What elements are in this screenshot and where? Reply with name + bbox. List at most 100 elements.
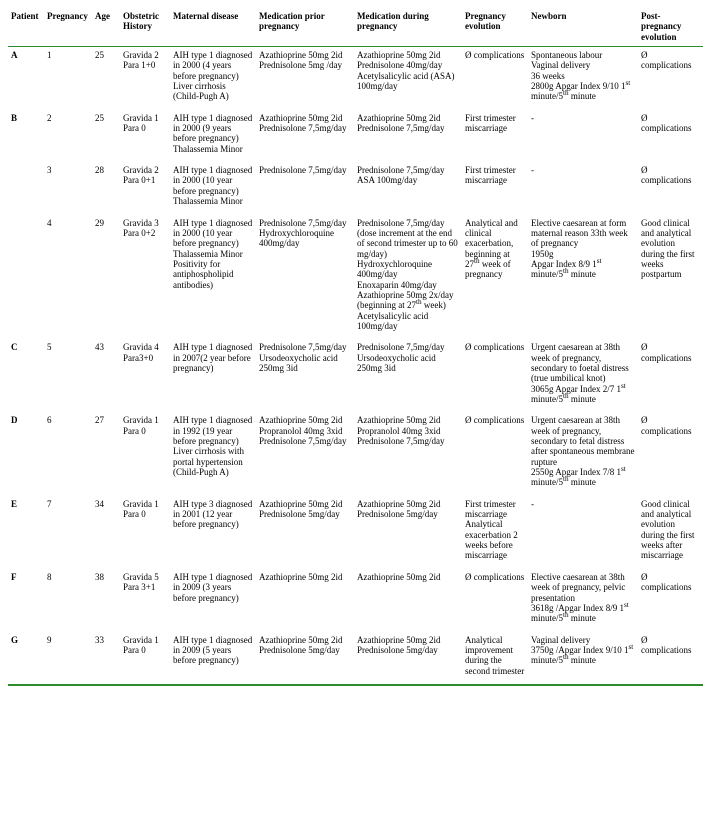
- cell-pregnancy: 5: [44, 339, 92, 412]
- cell-newborn: Vaginal delivery3750g /Apgar Index 9/10 …: [528, 632, 638, 685]
- cell-maternal: AIH type 1 diagnosed in 1992 (19 year be…: [170, 412, 256, 495]
- table-row: 429Gravida 3Para 0+2AIH type 1 diagnosed…: [8, 215, 703, 340]
- table-row: B225Gravida 1Para 0AIH type 1 diagnosed …: [8, 110, 703, 162]
- cell-post: Good clinical and analytical evolution d…: [638, 215, 703, 340]
- table-row: 328Gravida 2Para 0+1AIH type 1 diagnosed…: [8, 162, 703, 214]
- cell-evolution: Analytical and clinical exacerbation, be…: [462, 215, 528, 340]
- cell-evolution: Ø complications: [462, 569, 528, 632]
- cell-patient: B: [8, 110, 44, 162]
- col-during: Medication during pregnancy: [354, 8, 462, 47]
- cell-maternal: AIH type 1 diagnosed in 2000 (10 year be…: [170, 215, 256, 340]
- cell-obstetric: Gravida 2Para 0+1: [120, 162, 170, 214]
- cell-during: Azathioprine 50mg 2idPrednisolone 5mg/da…: [354, 632, 462, 685]
- cell-post: Ø complications: [638, 110, 703, 162]
- cell-during: Azathioprine 50mg 2idPrednisolone 5mg/da…: [354, 496, 462, 569]
- cell-age: 28: [92, 162, 120, 214]
- cell-newborn: Urgent caesarean at 38th week of pregnan…: [528, 412, 638, 495]
- cell-during: Azathioprine 50mg 2idPropranolol 40mg 3x…: [354, 412, 462, 495]
- cell-obstetric: Gravida 1Para 0: [120, 110, 170, 162]
- cell-post: Good clinical and analytical evolution d…: [638, 496, 703, 569]
- col-obstetric: Obstetric History: [120, 8, 170, 47]
- cell-evolution: Analytical improvement during the second…: [462, 632, 528, 685]
- header-row: Patient Pregnancy Age Obstetric History …: [8, 8, 703, 47]
- cell-maternal: AIH type 1 diagnosed in 2009 (3 years be…: [170, 569, 256, 632]
- col-maternal: Maternal disease: [170, 8, 256, 47]
- table-row: D627Gravida 1Para 0AIH type 1 diagnosed …: [8, 412, 703, 495]
- table-row: A125Gravida 2Para 1+0AIH type 1 diagnose…: [8, 47, 703, 110]
- col-pregnancy: Pregnancy: [44, 8, 92, 47]
- col-prior: Medication prior pregnancy: [256, 8, 354, 47]
- cell-newborn: Urgent caesarean at 38th week of pregnan…: [528, 339, 638, 412]
- cell-age: 29: [92, 215, 120, 340]
- cell-age: 25: [92, 110, 120, 162]
- table-row: F838Gravida 5Para 3+1AIH type 1 diagnose…: [8, 569, 703, 632]
- cell-pregnancy: 4: [44, 215, 92, 340]
- cell-patient: D: [8, 412, 44, 495]
- col-newborn: Newborn: [528, 8, 638, 47]
- cell-patient: [8, 162, 44, 214]
- cell-during: Azathioprine 50mg 2id: [354, 569, 462, 632]
- cell-age: 27: [92, 412, 120, 495]
- cell-patient: F: [8, 569, 44, 632]
- cell-evolution: Ø complications: [462, 47, 528, 110]
- cell-obstetric: Gravida 1Para 0: [120, 632, 170, 685]
- cell-age: 33: [92, 632, 120, 685]
- cell-evolution: First trimester miscarriageAnalytical ex…: [462, 496, 528, 569]
- cell-obstetric: Gravida 3Para 0+2: [120, 215, 170, 340]
- cell-prior: Azathioprine 50mg 2idPrednisolone 5mg /d…: [256, 47, 354, 110]
- table-row: E734Gravida 1Para 0AIH type 3 diagnosed …: [8, 496, 703, 569]
- cell-prior: Prednisolone 7,5mg/day: [256, 162, 354, 214]
- cell-newborn: Elective caesarean at form maternal reas…: [528, 215, 638, 340]
- cell-pregnancy: 3: [44, 162, 92, 214]
- cell-during: Azathioprine 50mg 2idPrednisolone 40mg/d…: [354, 47, 462, 110]
- cell-evolution: First trimester miscarriage: [462, 110, 528, 162]
- cell-post: Ø complications: [638, 569, 703, 632]
- cell-newborn: Spontaneous labourVaginal delivery36 wee…: [528, 47, 638, 110]
- cell-pregnancy: 2: [44, 110, 92, 162]
- table-row: G933Gravida 1Para 0AIH type 1 diagnosed …: [8, 632, 703, 685]
- cell-obstetric: Gravida 1Para 0: [120, 496, 170, 569]
- cell-newborn: -: [528, 162, 638, 214]
- col-post: Post-pregnancy evolution: [638, 8, 703, 47]
- cell-patient: G: [8, 632, 44, 685]
- cell-post: Ø complications: [638, 339, 703, 412]
- cell-evolution: Ø complications: [462, 339, 528, 412]
- cell-during: Prednisolone 7,5mg/dayASA 100mg/day: [354, 162, 462, 214]
- cell-during: Azathioprine 50mg 2idPrednisolone 7,5mg/…: [354, 110, 462, 162]
- cell-patient: C: [8, 339, 44, 412]
- cell-pregnancy: 6: [44, 412, 92, 495]
- cell-maternal: AIH type 1 diagnosed in 2007(2 year befo…: [170, 339, 256, 412]
- cell-age: 43: [92, 339, 120, 412]
- cell-prior: Azathioprine 50mg 2idPrednisolone 7,5mg/…: [256, 110, 354, 162]
- cell-age: 25: [92, 47, 120, 110]
- cell-post: Ø complications: [638, 632, 703, 685]
- cell-post: Ø complications: [638, 412, 703, 495]
- cell-pregnancy: 9: [44, 632, 92, 685]
- cell-post: Ø complications: [638, 162, 703, 214]
- cell-prior: Prednisolone 7,5mg/dayUrsodeoxycholic ac…: [256, 339, 354, 412]
- col-evolution: Pregnancy evolution: [462, 8, 528, 47]
- cell-evolution: Ø complications: [462, 412, 528, 495]
- cell-maternal: AIH type 3 diagnosed in 2001 (12 year be…: [170, 496, 256, 569]
- cell-obstetric: Gravida 1Para 0: [120, 412, 170, 495]
- cell-prior: Azathioprine 50mg 2idPrednisolone 5mg/da…: [256, 632, 354, 685]
- cell-maternal: AIH type 1 diagnosed in 2000 (10 year be…: [170, 162, 256, 214]
- cell-age: 38: [92, 569, 120, 632]
- cell-during: Prednisolone 7,5mg/dayUrsodeoxycholic ac…: [354, 339, 462, 412]
- cell-obstetric: Gravida 2Para 1+0: [120, 47, 170, 110]
- cell-age: 34: [92, 496, 120, 569]
- cell-maternal: AIH type 1 diagnosed in 2000 (9 years be…: [170, 110, 256, 162]
- cell-patient: E: [8, 496, 44, 569]
- table-row: C543Gravida 4Para3+0AIH type 1 diagnosed…: [8, 339, 703, 412]
- cell-maternal: AIH type 1 diagnosed in 2009 (5 years be…: [170, 632, 256, 685]
- cell-obstetric: Gravida 4Para3+0: [120, 339, 170, 412]
- cell-pregnancy: 8: [44, 569, 92, 632]
- pregnancy-table: Patient Pregnancy Age Obstetric History …: [8, 8, 703, 686]
- cell-prior: Azathioprine 50mg 2id: [256, 569, 354, 632]
- cell-prior: Prednisolone 7,5mg/dayHydroxychloroquine…: [256, 215, 354, 340]
- col-patient: Patient: [8, 8, 44, 47]
- cell-pregnancy: 7: [44, 496, 92, 569]
- cell-newborn: -: [528, 496, 638, 569]
- cell-patient: [8, 215, 44, 340]
- cell-obstetric: Gravida 5Para 3+1: [120, 569, 170, 632]
